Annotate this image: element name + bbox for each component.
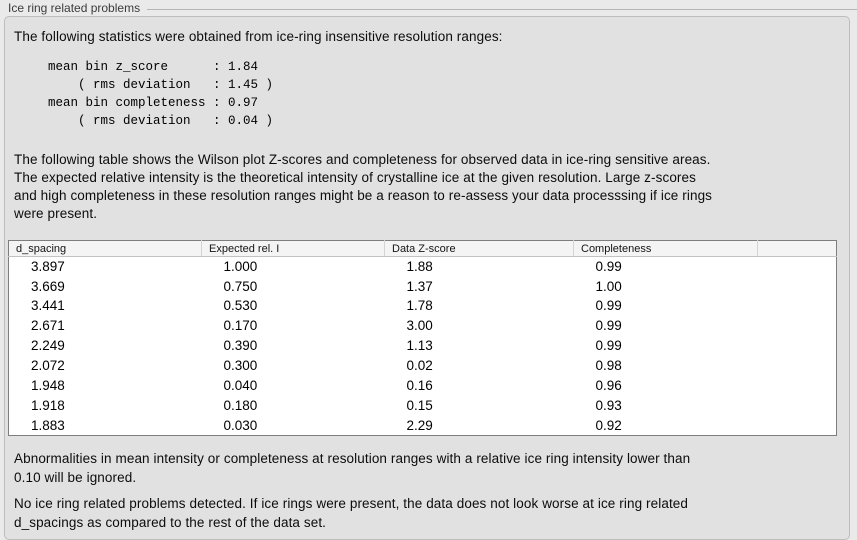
conclusion-note-line: d_spacings as compared to the rest of th… xyxy=(14,515,327,531)
table-row[interactable]: 2.249 0.390 1.13 0.99 xyxy=(9,336,837,356)
table-cell[interactable]: 0.750 xyxy=(223,278,258,294)
table-cell[interactable]: 0.92 xyxy=(595,417,622,433)
table-row[interactable]: 3.669 0.750 1.37 1.00 xyxy=(9,276,837,296)
table-cell[interactable]: 1.78 xyxy=(406,298,433,314)
table-cell[interactable]: 1.948 xyxy=(31,378,65,394)
stats-line-completeness-rms: ( rms deviation : 0.04 ) xyxy=(48,114,274,128)
stats-line-zscore: mean bin z_score : 1.84 xyxy=(48,60,259,74)
table-cell[interactable]: 1.000 xyxy=(223,258,258,274)
table-header-row: d_spacing Expected rel. I Data Z-score Comp… xyxy=(8,240,837,257)
ice-ring-table: d_spacing Expected rel. I Data Z-score Comp… xyxy=(8,240,837,437)
table-cell[interactable] xyxy=(758,336,837,356)
stats-intro-text: The following statistics were obtained f… xyxy=(14,29,503,44)
table-row[interactable]: 2.671 0.170 3.00 0.99 xyxy=(9,316,837,336)
table-cell[interactable]: 0.99 xyxy=(595,258,622,274)
table-cell[interactable]: 1.13 xyxy=(406,338,433,354)
table-cell[interactable]: 1.883 xyxy=(31,417,65,433)
table-row[interactable]: 1.883 0.030 2.29 0.92 xyxy=(9,416,837,436)
table-cell[interactable]: 0.300 xyxy=(223,358,258,374)
table-cell[interactable] xyxy=(758,396,837,416)
table-row[interactable]: 3.897 1.000 1.88 0.99 xyxy=(9,257,837,277)
column-header-d-spacing[interactable]: d_spacing xyxy=(8,240,202,257)
table-cell[interactable]: 0.96 xyxy=(595,378,622,394)
column-header-empty[interactable] xyxy=(757,240,837,257)
table-cell[interactable]: 1.37 xyxy=(406,278,433,294)
table-cell[interactable]: 0.99 xyxy=(595,298,622,314)
ignore-note: Abnormalities in mean intensity or compl… xyxy=(14,449,849,487)
table-cell[interactable]: 0.99 xyxy=(595,338,622,354)
table-cell[interactable] xyxy=(758,296,837,316)
table-cell[interactable]: 0.99 xyxy=(595,318,622,334)
stats-line-zscore-rms: ( rms deviation : 1.45 ) xyxy=(48,78,274,92)
section-title: Ice ring related problems xyxy=(8,1,141,15)
ice-ring-panel: The following statistics were obtained f… xyxy=(4,16,850,540)
section-title-rule xyxy=(147,8,857,10)
table-cell[interactable] xyxy=(758,276,837,296)
table-cell[interactable]: 1.918 xyxy=(31,397,65,413)
column-header-data-z-score[interactable]: Data Z-score xyxy=(384,240,574,257)
stats-line-completeness: mean bin completeness : 0.97 xyxy=(48,96,259,110)
table-cell[interactable]: 0.040 xyxy=(223,378,258,394)
table-cell[interactable]: 0.030 xyxy=(223,417,258,433)
table-cell[interactable]: 1.88 xyxy=(406,258,433,274)
table-body: 3.897 1.000 1.88 0.99 3.669 0.750 1.37 1.00 3.44… xyxy=(9,257,837,436)
table-cell[interactable]: 3.897 xyxy=(31,258,65,274)
column-header-expected-rel-i[interactable]: Expected rel. I xyxy=(201,240,385,257)
table-cell[interactable] xyxy=(758,257,837,277)
table-cell[interactable]: 0.170 xyxy=(223,318,258,334)
table-intro-line: and high completeness in these resolutio… xyxy=(14,188,713,203)
column-header-completeness[interactable]: Completeness xyxy=(573,240,758,257)
table-cell[interactable]: 0.180 xyxy=(223,397,258,413)
table-row[interactable]: 3.441 0.530 1.78 0.99 xyxy=(9,296,837,316)
table-cell[interactable]: 0.15 xyxy=(406,397,433,413)
ignore-note-line: Abnormalities in mean intensity or compl… xyxy=(14,451,691,467)
table-intro-line: The expected relative intensity is the t… xyxy=(14,170,696,185)
table-intro-text: The following table shows the Wilson plo… xyxy=(14,151,849,223)
table-row[interactable]: 2.072 0.300 0.02 0.98 xyxy=(9,356,837,376)
table-cell[interactable]: 0.16 xyxy=(406,378,433,394)
table-cell[interactable]: 1.00 xyxy=(595,278,622,294)
table-cell[interactable]: 2.072 xyxy=(31,358,65,374)
table-row[interactable]: 1.918 0.180 0.15 0.93 xyxy=(9,396,837,416)
table-cell[interactable]: 0.02 xyxy=(406,358,433,374)
table-cell[interactable]: 2.249 xyxy=(31,338,65,354)
table-cell[interactable] xyxy=(758,356,837,376)
table-cell[interactable]: 0.98 xyxy=(595,358,622,374)
table-intro-line: The following table shows the Wilson plo… xyxy=(14,152,711,167)
table-cell[interactable]: 0.390 xyxy=(223,338,258,354)
table-cell[interactable]: 3.669 xyxy=(31,278,65,294)
table-cell[interactable] xyxy=(758,376,837,396)
table-cell[interactable] xyxy=(758,316,837,336)
table-cell[interactable]: 2.671 xyxy=(31,318,65,334)
table-cell[interactable] xyxy=(758,416,837,436)
conclusion-note-line: No ice ring related problems detected. I… xyxy=(14,496,689,512)
table-cell[interactable]: 3.00 xyxy=(406,318,433,334)
table-cell[interactable]: 3.441 xyxy=(31,298,65,314)
table-intro-line: were present. xyxy=(14,206,98,221)
conclusion-note: No ice ring related problems detected. I… xyxy=(14,494,849,532)
stats-block: mean bin z_score : 1.84 ( rms deviation … xyxy=(48,58,849,130)
section-header: Ice ring related problems xyxy=(0,0,857,16)
ignore-note-line: 0.10 will be ignored. xyxy=(14,470,137,486)
table-cell[interactable]: 0.530 xyxy=(223,298,258,314)
table-cell[interactable]: 0.93 xyxy=(595,397,622,413)
table-row[interactable]: 1.948 0.040 0.16 0.96 xyxy=(9,376,837,396)
table-cell[interactable]: 2.29 xyxy=(406,417,433,433)
